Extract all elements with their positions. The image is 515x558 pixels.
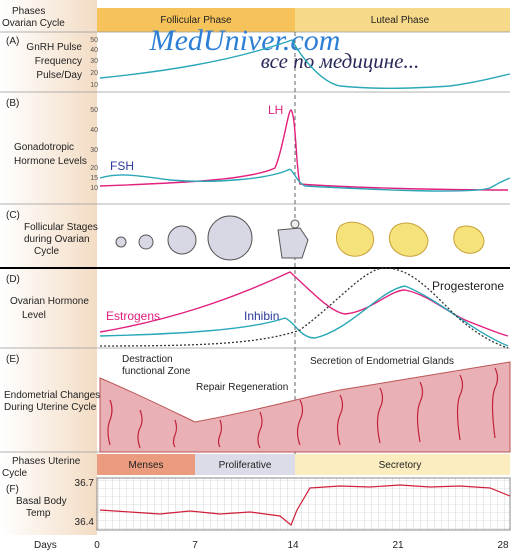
- day-tick: 14: [287, 540, 299, 551]
- panel-label: Basal Body: [16, 496, 67, 507]
- fsh-curve: [99, 168, 511, 192]
- menses-band: [97, 454, 195, 475]
- panel-label: Hormone Levels: [14, 156, 87, 167]
- panel-label: Gonadotropic: [14, 142, 74, 153]
- panel-letter: (B): [6, 98, 19, 109]
- panel-letter: (A): [6, 36, 19, 47]
- panel-letter: (F): [6, 484, 19, 495]
- watermark: MedUniver.com: [149, 24, 341, 57]
- panel-label: Pulse/Day: [36, 70, 82, 81]
- tick-label: 10: [90, 185, 98, 192]
- lh-curve: [99, 109, 509, 191]
- panel-label: during Ovarian: [24, 234, 90, 245]
- panel-label: Frequency: [35, 56, 82, 67]
- annotation: Secretion of Endometrial Glands: [310, 356, 454, 367]
- tick-label: 50: [90, 107, 98, 114]
- phase-label: Menses: [128, 460, 163, 471]
- bbt-curve: [99, 484, 511, 526]
- follicles: [115, 215, 485, 261]
- follicular-label: Follicular Phase: [160, 15, 232, 26]
- proliferative-band: [195, 454, 295, 475]
- ticks: 50 40 30 20 10: [90, 37, 98, 89]
- day-tick: 28: [497, 540, 509, 551]
- phases-label: Ovarian Cycle: [2, 18, 65, 29]
- annotation: Destraction: [122, 354, 173, 365]
- curve-label: Estrogens: [106, 309, 160, 323]
- uterine-label: Cycle: [2, 468, 27, 479]
- secretory-band: [295, 454, 510, 475]
- day-tick: 0: [94, 540, 100, 551]
- tick-label: 40: [90, 127, 98, 134]
- tick-label: 10: [90, 82, 98, 89]
- gnrh-curve: [99, 39, 511, 89]
- curve-label: FSH: [110, 159, 134, 173]
- phases-label: Phases: [12, 6, 45, 17]
- estrogen-curve: [99, 271, 509, 337]
- curve-label: Inhibin: [244, 309, 279, 323]
- tick-label: 36.7: [75, 478, 95, 489]
- panel-label: During Uterine Cycle: [4, 402, 97, 413]
- panel-label: Endometrial Changes: [4, 390, 100, 401]
- days-label: Days: [34, 540, 57, 551]
- luteal-band: [295, 8, 510, 32]
- day-tick: 21: [392, 540, 404, 551]
- progesterone-curve: [99, 267, 509, 349]
- panel-letter: (E): [6, 354, 19, 365]
- tick-label: 36.4: [75, 517, 95, 528]
- uterine-label: Phases Uterine: [12, 456, 81, 467]
- ticks: 50 40 30 20 15 10: [90, 107, 98, 192]
- panel-letter: (D): [6, 274, 20, 285]
- luteal-label: Luteal Phase: [371, 15, 430, 26]
- panel-label: Follicular Stages: [24, 222, 98, 233]
- phase-label: Proliferative: [219, 460, 272, 471]
- day-tick: 7: [192, 540, 198, 551]
- curve-label: LH: [268, 103, 283, 117]
- tick-label: 50: [90, 37, 98, 44]
- glands: [107, 367, 499, 449]
- curve-label: Progesterone: [432, 279, 504, 293]
- panel-label: Ovarian Hormone: [10, 296, 89, 307]
- annotation: Repair Regeneration: [196, 382, 288, 393]
- panel-letter: (C): [6, 210, 20, 221]
- annotation: functional Zone: [122, 366, 191, 377]
- panel-label: Cycle: [34, 246, 59, 257]
- phase-label: Secretory: [379, 460, 422, 471]
- panel-label: Temp: [26, 508, 51, 519]
- tick-label: 15: [90, 175, 98, 182]
- tick-label: 40: [90, 47, 98, 54]
- tick-label: 20: [90, 70, 98, 77]
- watermark-tagline: все по медицине...: [261, 49, 420, 73]
- tick-label: 30: [90, 147, 98, 154]
- panel-label: Level: [22, 310, 46, 321]
- follicular-band: [97, 8, 295, 32]
- inhibin-curve: [99, 285, 509, 347]
- panel-label: GnRH Pulse: [26, 42, 82, 53]
- tick-label: 30: [90, 58, 98, 65]
- endometrium: [99, 361, 511, 453]
- tick-label: 20: [90, 165, 98, 172]
